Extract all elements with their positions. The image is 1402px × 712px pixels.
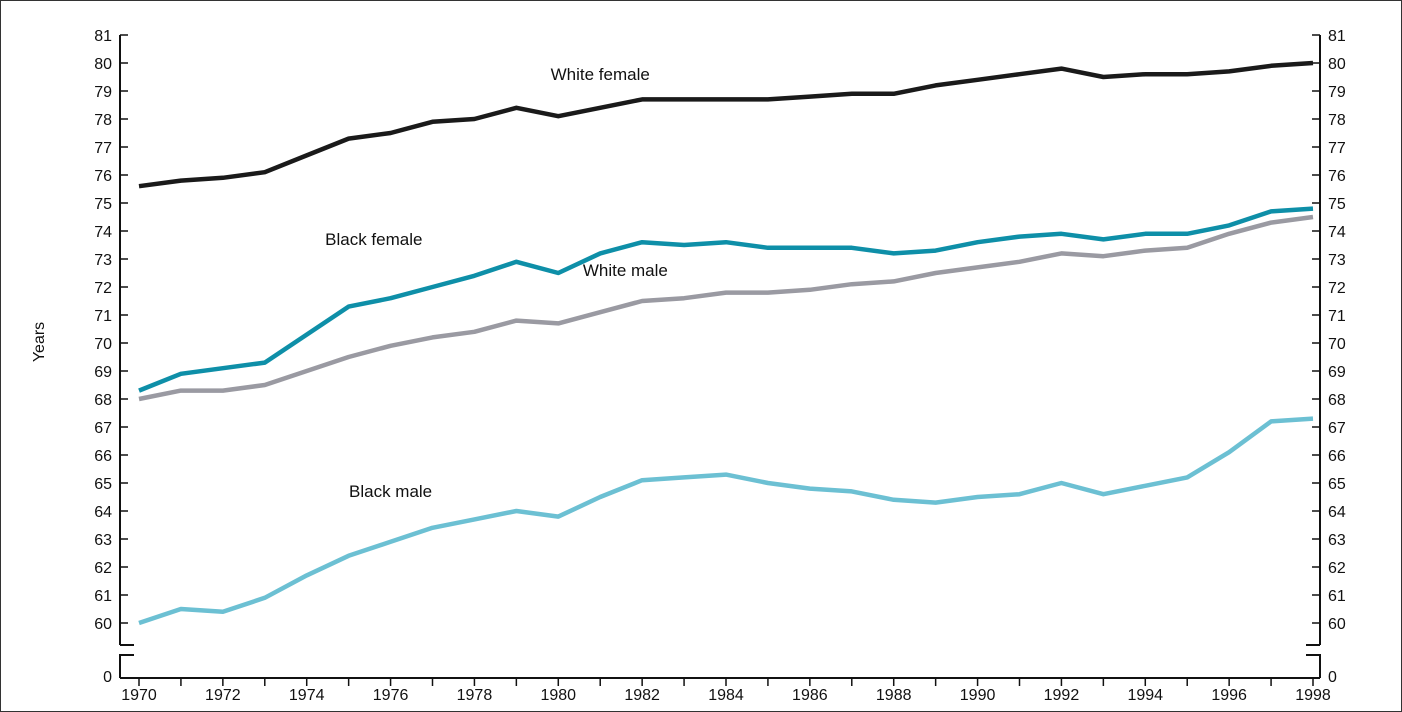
- y-tick-label-left: 69: [94, 364, 112, 381]
- y-tick-label-left: 77: [94, 140, 112, 157]
- x-tick-label: 1972: [205, 687, 241, 704]
- x-tick-label: 1992: [1044, 687, 1080, 704]
- series-label-black-female: Black female: [325, 230, 422, 249]
- y-tick-label-right: 66: [1328, 448, 1346, 465]
- x-tick-label: 1984: [708, 687, 744, 704]
- y-tick-label-left: 81: [94, 28, 112, 45]
- x-tick-label: 1980: [540, 687, 576, 704]
- y-tick-label-left: 80: [94, 56, 112, 73]
- y-tick-label-left: 61: [94, 588, 112, 605]
- x-tick-label: 1976: [373, 687, 409, 704]
- y-tick-label-right: 64: [1328, 504, 1346, 521]
- y-tick-label-left: 63: [94, 532, 112, 549]
- y-tick-label-right: 80: [1328, 56, 1346, 73]
- y-tick-label-right: 61: [1328, 588, 1346, 605]
- x-tick-label: 1986: [792, 687, 828, 704]
- y-tick-label-left: 68: [94, 392, 112, 409]
- series-label-black-male: Black male: [349, 482, 432, 501]
- x-tick-label: 1974: [289, 687, 325, 704]
- y-tick-label-right: 62: [1328, 560, 1346, 577]
- y-tick-label-left: 73: [94, 252, 112, 269]
- y-tick-label-left: 76: [94, 168, 112, 185]
- series-lines: [138, 60, 1314, 626]
- y-tick-label-right: 78: [1328, 112, 1346, 129]
- series-line-white-female: [138, 60, 1314, 189]
- y-tick-label-right: 67: [1328, 420, 1346, 437]
- y-tick-label-left: 62: [94, 560, 112, 577]
- left-axis-break: [119, 644, 134, 678]
- series-label-white-female: White female: [551, 65, 650, 84]
- y-tick-label-left: 67: [94, 420, 112, 437]
- y-tick-label-left: 75: [94, 196, 112, 213]
- y-tick-label-left: 78: [94, 112, 112, 129]
- y-tick-label-left: 64: [94, 504, 112, 521]
- y-tick-label-right: 76: [1328, 168, 1346, 185]
- y-zero-label-right: 0: [1328, 669, 1337, 686]
- y-tick-label-right: 75: [1328, 196, 1346, 213]
- y-tick-label-right: 63: [1328, 532, 1346, 549]
- y-tick-label-left: 65: [94, 476, 112, 493]
- y-tick-label-right: 71: [1328, 308, 1346, 325]
- y-tick-label-right: 74: [1328, 224, 1346, 241]
- x-tick-label: 1994: [1127, 687, 1163, 704]
- y-tick-label-left: 74: [94, 224, 112, 241]
- series-labels: White female Black female White male Black …: [325, 65, 668, 501]
- y-tick-label-left: 70: [94, 336, 112, 353]
- y-tick-label-right: 69: [1328, 364, 1346, 381]
- axes: 60 60 61 61 62 62 63 63 64 64 65 65 66 66 67 67 68 68 69 69…: [94, 28, 1346, 704]
- x-tick-label: 1990: [960, 687, 996, 704]
- y-tick-label-left: 60: [94, 616, 112, 633]
- y-tick-label-right: 65: [1328, 476, 1346, 493]
- x-tick-label: 1988: [876, 687, 912, 704]
- y-tick-label-right: 79: [1328, 84, 1346, 101]
- x-tick-label: 1970: [121, 687, 157, 704]
- x-tick-label: 1978: [457, 687, 493, 704]
- y-tick-label-right: 68: [1328, 392, 1346, 409]
- series-line-black-female: [138, 206, 1314, 393]
- y-zero-label-left: 0: [103, 669, 112, 686]
- x-tick-label: 1996: [1211, 687, 1247, 704]
- y-tick-label-right: 77: [1328, 140, 1346, 157]
- y-tick-label-right: 72: [1328, 280, 1346, 297]
- series-line-white-male: [138, 214, 1314, 402]
- y-tick-label-right: 60: [1328, 616, 1346, 633]
- right-axis-break: [1306, 644, 1321, 678]
- series-label-white-male: White male: [583, 261, 668, 280]
- x-tick-label: 1982: [624, 687, 660, 704]
- y-tick-label-left: 79: [94, 84, 112, 101]
- y-tick-label-left: 71: [94, 308, 112, 325]
- y-tick-label-right: 81: [1328, 28, 1346, 45]
- y-tick-label-left: 66: [94, 448, 112, 465]
- x-tick-label: 1998: [1295, 687, 1331, 704]
- y-tick-label-left: 72: [94, 280, 112, 297]
- series-line-black-male: [138, 416, 1314, 626]
- y-axis-title: Years: [31, 322, 48, 362]
- y-tick-label-right: 73: [1328, 252, 1346, 269]
- y-tick-label-right: 70: [1328, 336, 1346, 353]
